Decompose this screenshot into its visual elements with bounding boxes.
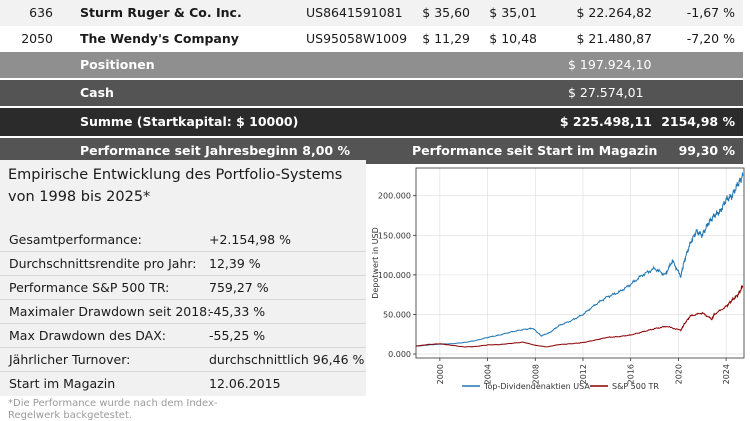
holding-performance: -1,67 % <box>686 5 735 20</box>
stats-label: Max Drawdown des DAX: <box>9 328 167 343</box>
y-tick-label: 150.000 <box>378 231 411 240</box>
stats-panel: Empirische Entwicklung des Portfolio-Sys… <box>0 160 366 396</box>
row-divider <box>0 106 743 108</box>
total-value: $ 225.498,11 <box>559 114 652 129</box>
stats-title: Empirische Entwicklung des Portfolio-Sys… <box>8 164 342 208</box>
ytd-value: 8,00 % <box>302 143 350 158</box>
legend-label: Top-Dividendenaktien USA <box>483 382 590 391</box>
stats-value: +2.154,98 % <box>209 232 291 247</box>
performance-row: Performance seit Jahresbeginn 8,00 % Per… <box>0 138 743 164</box>
cash-row: Cash $ 27.574,01 <box>0 80 743 106</box>
holding-name: Sturm Ruger & Co. Inc. <box>80 5 242 20</box>
chart-svg: 2000 2004 2008 2012 2016 2020 2024 0.000 50.000 1… <box>371 167 745 391</box>
y-tick-label: 50.000 <box>383 310 411 319</box>
positions-row: Positionen $ 197.924,10 <box>0 52 743 78</box>
stats-value: -55,25 % <box>209 328 266 343</box>
holding-number: 2050 <box>21 31 53 46</box>
holding-number: 636 <box>29 5 53 20</box>
holding-name: The Wendy's Company <box>80 31 239 46</box>
stats-value: -45,33 % <box>209 304 266 319</box>
stats-row: Start im Magazin 12.06.2015 <box>0 372 366 396</box>
plot-frame <box>415 167 745 359</box>
backtest-note: *Die Performance wurde nach dem Index- R… <box>8 398 268 421</box>
stats-value: 12,39 % <box>209 256 261 271</box>
x-tick-label: 2020 <box>674 364 683 384</box>
stats-value: 759,27 % <box>209 280 269 295</box>
stats-row: Gesamtperformance: +2.154,98 % <box>0 228 366 252</box>
stats-label: Start im Magazin <box>9 376 116 391</box>
series-line <box>415 284 744 348</box>
total-row: Summe (Startkapital: $ 10000) $ 225.498,… <box>0 108 743 136</box>
stats-value: 12.06.2015 <box>209 376 281 391</box>
y-tick-label: 100.000 <box>378 271 411 280</box>
holding-buy-price: $ 11,29 <box>422 31 470 46</box>
cash-value: $ 27.574,01 <box>568 85 644 100</box>
portfolio-table: 636 Sturm Ruger & Co. Inc. US8641591081 … <box>0 0 743 164</box>
chart-series <box>415 172 744 348</box>
holding-current-price: $ 10,48 <box>489 31 537 46</box>
positions-label: Positionen <box>80 57 155 72</box>
cash-label: Cash <box>80 85 114 100</box>
chart-legend: Top-Dividendenaktien USA S&P 500 TR <box>462 382 659 391</box>
table-row: 636 Sturm Ruger & Co. Inc. US8641591081 … <box>0 0 743 26</box>
holding-isin: US95058W1009 <box>306 31 408 46</box>
performance-chart: 2000 2004 2008 2012 2016 2020 2024 0.000 50.000 1… <box>366 160 750 421</box>
x-tick-label: 2012 <box>579 364 588 384</box>
stats-row: Maximaler Drawdown seit 2018: -45,33 % <box>0 300 366 324</box>
x-tick-label: 2008 <box>531 364 540 384</box>
holding-performance: -7,20 % <box>686 31 735 46</box>
note-line: *Die Performance wurde nach dem Index- <box>8 398 218 409</box>
stats-row: Durchschnittsrendite pro Jahr: 12,39 % <box>0 252 366 276</box>
stats-label: Maximaler Drawdown seit 2018: <box>9 304 212 319</box>
holding-isin: US8641591081 <box>306 5 403 20</box>
note-line: Regelwerk backgetestet. <box>8 410 133 421</box>
row-divider <box>0 78 743 80</box>
y-tick-label: 200.000 <box>378 192 411 201</box>
start-value: 99,30 % <box>678 143 735 158</box>
stats-row: Max Drawdown des DAX: -55,25 % <box>0 324 366 348</box>
holding-current-price: $ 35,01 <box>489 5 537 20</box>
stats-label: Durchschnittsrendite pro Jahr: <box>9 256 197 271</box>
stats-label: Performance S&P 500 TR: <box>9 280 170 295</box>
x-tick-label: 2024 <box>722 364 731 384</box>
stats-title-line: Empirische Entwicklung des Portfolio-Sys… <box>8 167 343 183</box>
chart-grid <box>416 168 744 358</box>
stats-label: Jährlicher Turnover: <box>9 352 131 367</box>
stats-title-line: von 1998 bis 2025* <box>8 189 151 205</box>
x-tick-label: 2004 <box>484 364 493 384</box>
x-tick-label: 2016 <box>627 364 636 384</box>
y-tick-label: 0.000 <box>388 350 411 359</box>
holding-value: $ 22.264,82 <box>576 5 652 20</box>
chart-ticks: 2000 2004 2008 2012 2016 2020 2024 0.000 50.000 1… <box>378 192 731 385</box>
row-divider <box>0 136 743 138</box>
total-performance: 2154,98 % <box>661 114 735 129</box>
y-axis-label: Depotwert in USD <box>371 227 380 299</box>
start-label: Performance seit Start im Magazin <box>412 143 658 158</box>
stats-row: Jährlicher Turnover: durchschnittlich 96… <box>0 348 366 372</box>
total-label: Summe (Startkapital: $ 10000) <box>80 114 299 129</box>
stats-label: Gesamtperformance: <box>9 232 142 247</box>
holding-buy-price: $ 35,60 <box>422 5 470 20</box>
positions-value: $ 197.924,10 <box>568 57 652 72</box>
holding-value: $ 21.480,87 <box>576 31 652 46</box>
table-row: 2050 The Wendy's Company US95058W1009 $ … <box>0 26 743 52</box>
x-tick-label: 2000 <box>436 364 445 384</box>
legend-label: S&P 500 TR <box>612 382 659 391</box>
stats-row: Performance S&P 500 TR: 759,27 % <box>0 276 366 300</box>
stats-value: durchschnittlich 96,46 % <box>209 352 365 367</box>
series-line <box>415 172 744 347</box>
ytd-label: Performance seit Jahresbeginn <box>80 143 298 158</box>
